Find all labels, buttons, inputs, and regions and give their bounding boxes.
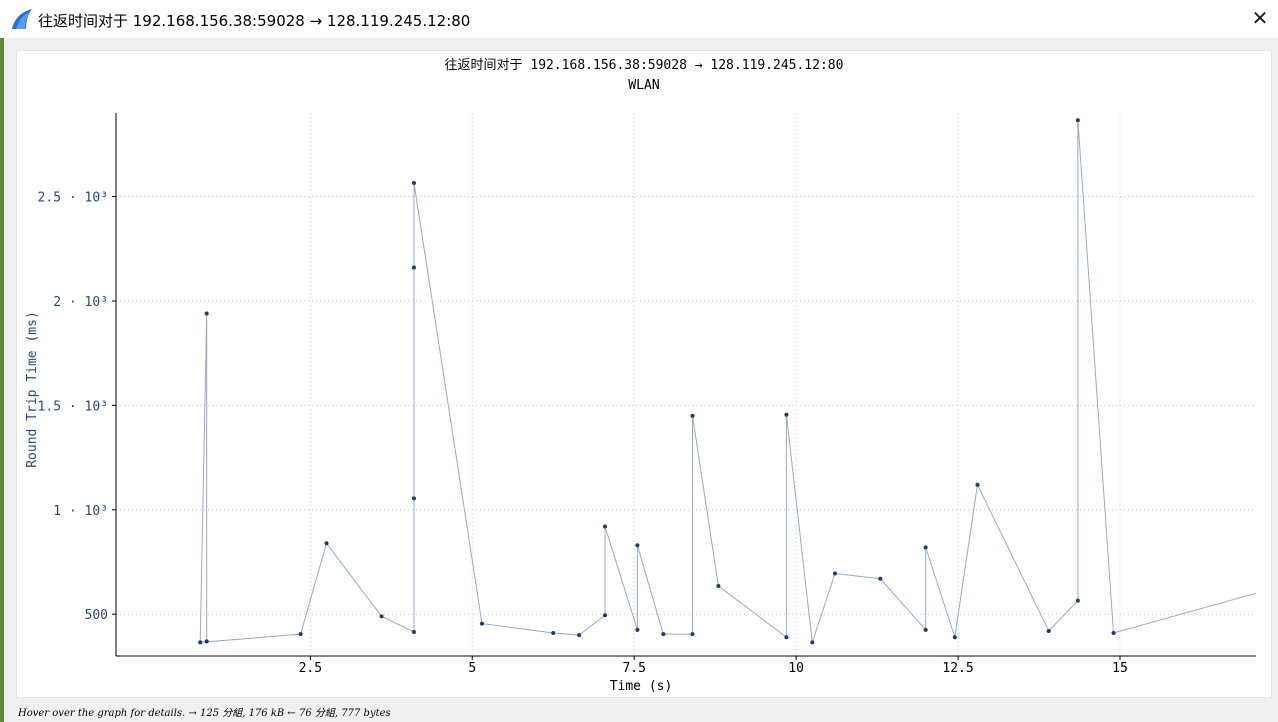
data-point: [198, 640, 203, 645]
data-point: [784, 635, 789, 640]
x-tick-label: 15: [1112, 661, 1128, 676]
data-point: [635, 543, 640, 548]
data-point: [810, 640, 815, 645]
data-point: [690, 413, 695, 418]
data-point: [479, 621, 484, 626]
y-tick-label: 2.5 · 10³: [38, 191, 108, 206]
data-point: [204, 311, 209, 316]
data-point: [661, 632, 666, 637]
y-tick-label: 1 · 10³: [53, 504, 108, 519]
x-axis-label: Time (s): [610, 679, 673, 694]
data-point: [690, 632, 695, 637]
data-point: [832, 571, 837, 576]
status-bar-text: Hover over the graph for details. → 125 …: [18, 708, 391, 719]
x-tick-label: 7.5: [622, 661, 645, 676]
data-point: [411, 265, 416, 270]
data-point: [923, 627, 928, 632]
plot-area[interactable]: [16, 50, 1272, 698]
data-point: [298, 632, 303, 637]
x-tick-label: 5: [468, 661, 476, 676]
data-point: [379, 614, 384, 619]
left-edge-strip: [0, 38, 4, 722]
data-point: [603, 524, 608, 529]
data-point: [577, 633, 582, 638]
data-point: [784, 412, 789, 417]
data-point: [1075, 598, 1080, 603]
close-button[interactable]: ✕: [1251, 6, 1269, 30]
y-axis-label: Round Trip Time (ms): [25, 311, 40, 468]
data-point: [324, 541, 329, 546]
y-tick-label: 500: [85, 608, 108, 623]
data-point: [551, 631, 556, 636]
data-point: [1046, 628, 1051, 633]
rtt-series-line: [199, 120, 1257, 643]
x-tick-label: 2.5: [299, 661, 322, 676]
window-title: 往返时间对于 192.168.156.38:59028 → 128.119.24…: [38, 12, 471, 30]
data-point: [716, 584, 721, 589]
data-point: [204, 639, 209, 644]
data-point: [952, 635, 957, 640]
y-tick-label: 1.5 · 10³: [38, 399, 108, 414]
title-bar: 往返时间对于 192.168.156.38:59028 → 128.119.24…: [0, 0, 1278, 38]
data-point: [411, 180, 416, 185]
data-point: [1075, 118, 1080, 123]
data-point: [411, 496, 416, 501]
x-tick-label: 10: [788, 661, 804, 676]
wireshark-fin-icon: [12, 9, 32, 29]
data-point: [975, 482, 980, 487]
data-point: [411, 629, 416, 634]
data-point: [603, 613, 608, 618]
y-tick-label: 2 · 10³: [53, 295, 108, 310]
x-tick-label: 12.5: [942, 661, 973, 676]
data-point: [878, 576, 883, 581]
data-point: [1111, 631, 1116, 636]
data-point: [635, 627, 640, 632]
data-point: [923, 545, 928, 550]
chart-title: 往返时间对于 192.168.156.38:59028 → 128.119.24…: [444, 58, 844, 73]
chart-subtitle: WLAN: [628, 78, 660, 93]
